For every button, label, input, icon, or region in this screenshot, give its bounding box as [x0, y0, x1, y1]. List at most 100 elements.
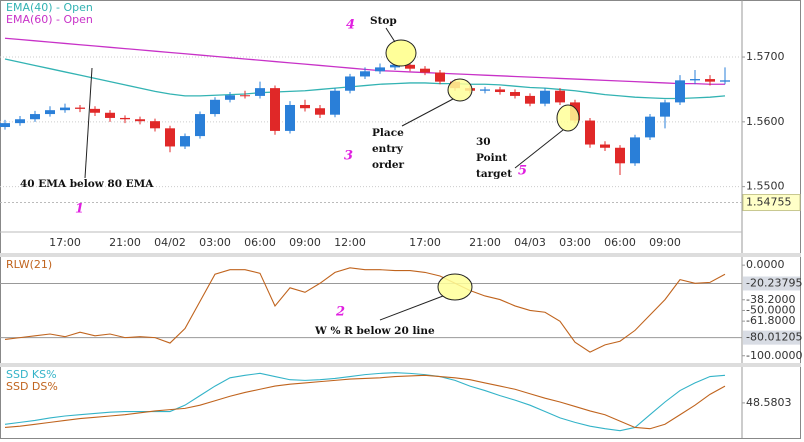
- level-box: [743, 330, 800, 345]
- candle-body: [285, 104, 295, 131]
- level-box: [743, 276, 800, 291]
- candle-body: [480, 89, 490, 91]
- candle-body: [720, 80, 730, 82]
- annotation-line: Place: [372, 127, 404, 139]
- x-tick-label: 09:00: [649, 236, 681, 249]
- candle-body: [690, 79, 700, 81]
- x-tick-label: 04/02: [154, 236, 186, 249]
- legend-entry: EMA(40) - Open: [6, 1, 93, 14]
- candle-body: [135, 119, 145, 122]
- candle-body: [615, 147, 625, 164]
- candle-body: [255, 88, 265, 96]
- candle-body: [675, 80, 685, 103]
- candle-body: [360, 71, 370, 77]
- y-tick-label: 48.5803: [746, 396, 792, 409]
- indicator-line: [4, 374, 726, 430]
- y-tick-label: 0.0000: [746, 258, 785, 271]
- candle-body: [15, 119, 25, 124]
- y-tick-label: 1.5600: [746, 115, 785, 128]
- annotation: 30 Point target: [476, 136, 512, 180]
- candle-body: [90, 108, 100, 113]
- candle-body: [375, 67, 385, 72]
- candle-body: [645, 116, 655, 138]
- x-tick-label: 17:00: [49, 236, 81, 249]
- step-number: 5: [518, 164, 527, 179]
- candle-body: [330, 90, 340, 115]
- y-tick-label: 1.5500: [746, 180, 785, 193]
- annotation-line: 30: [476, 136, 491, 148]
- candle-body: [60, 107, 70, 111]
- candle-body: [120, 117, 130, 120]
- x-tick-label: 12:00: [334, 236, 366, 249]
- candle-body: [210, 99, 220, 115]
- candle-body: [435, 72, 445, 82]
- annotation-line: target: [476, 168, 512, 180]
- legend-entry: SSD DS%: [6, 380, 58, 393]
- x-tick-label: 03:00: [199, 236, 231, 249]
- pointer: [379, 295, 444, 321]
- candle-body: [405, 64, 415, 69]
- candle-body: [150, 121, 160, 129]
- highlight: [556, 104, 580, 132]
- candle-body: [555, 90, 565, 103]
- annotation: Stop: [370, 15, 397, 27]
- highlight: [385, 39, 417, 67]
- y-tick-label: -100.0000: [746, 349, 802, 362]
- pointer: [514, 129, 564, 169]
- annotation: Place entry order: [372, 127, 407, 171]
- level-label: -20.23795: [746, 276, 802, 289]
- candle-body: [420, 68, 430, 73]
- annotation: W % R below 20 line: [314, 325, 435, 337]
- y-tick-label: 1.5700: [746, 50, 785, 63]
- candle-body: [585, 120, 595, 145]
- legend-entry: EMA(60) - Open: [6, 13, 93, 26]
- x-tick-label: 21:00: [469, 236, 501, 249]
- panel-divider: [0, 253, 801, 257]
- pointer: [401, 98, 454, 127]
- x-tick-label: 06:00: [604, 236, 636, 249]
- candle-body: [45, 110, 55, 115]
- indicator-line: [4, 372, 726, 432]
- last-price-label: 1.54755: [746, 196, 792, 209]
- candle-body: [510, 92, 520, 96]
- x-tick-label: 17:00: [409, 236, 441, 249]
- annotation: 40 EMA below 80 EMA: [20, 178, 154, 190]
- y-tick-label: -61.8000: [746, 314, 795, 327]
- x-tick-label: 09:00: [289, 236, 321, 249]
- candle-body: [495, 89, 505, 93]
- candle-body: [660, 102, 670, 117]
- ema-line: [4, 58, 726, 100]
- highlight: [447, 78, 473, 102]
- candle-body: [180, 136, 190, 147]
- annotation-line: entry: [372, 143, 404, 155]
- legend-entry: RLW(21): [6, 258, 52, 271]
- step-number: 1: [75, 202, 84, 217]
- candle-body: [195, 114, 205, 137]
- indicator-line: [4, 267, 726, 353]
- x-tick-label: 03:00: [559, 236, 591, 249]
- y-tick-label: -50.0000: [746, 303, 795, 316]
- pointer: [385, 27, 396, 43]
- panel-divider: [0, 363, 801, 367]
- candle-body: [390, 64, 400, 68]
- pointer: [84, 67, 93, 179]
- step-number: 4: [346, 18, 355, 33]
- candle-body: [630, 137, 640, 164]
- y-tick-label: -38.2000: [746, 293, 795, 306]
- candle-body: [540, 90, 550, 104]
- candle-body: [270, 88, 280, 131]
- candle-body: [105, 112, 115, 118]
- candle-body: [315, 108, 325, 115]
- candle-body: [525, 95, 535, 104]
- candle-body: [705, 79, 715, 82]
- legend-entry: SSD KS%: [6, 368, 57, 381]
- last-price-box: [742, 194, 801, 212]
- annotation-line: Point: [476, 152, 507, 164]
- x-tick-label: 21:00: [109, 236, 141, 249]
- x-tick-label: 06:00: [244, 236, 276, 249]
- highlight: [437, 273, 473, 301]
- candle-body: [300, 104, 310, 109]
- level-label: -80.01205: [746, 331, 802, 344]
- candle-body: [240, 95, 250, 97]
